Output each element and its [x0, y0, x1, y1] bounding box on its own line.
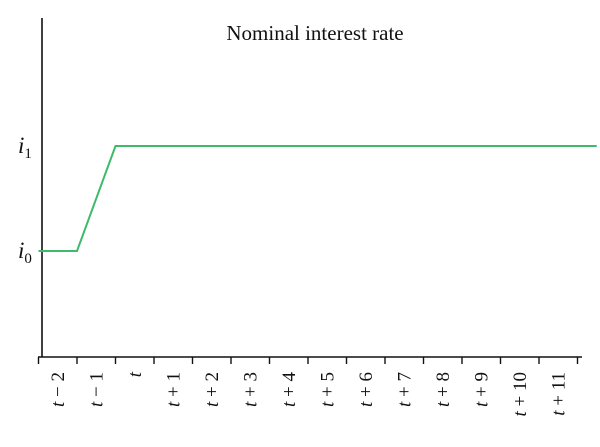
series-line — [38, 145, 597, 252]
y-tick-label: i1 — [18, 133, 32, 162]
x-tick-label: t + 10 — [510, 372, 531, 417]
x-tick-label: t + 6 — [356, 372, 377, 407]
series — [38, 145, 597, 252]
x-labels: t − 2 t − 1 t t + 1 t + 2 t + 3 t + 4 t + 5 t + … — [48, 371, 570, 416]
x-tick-label: t + 7 — [394, 372, 415, 407]
x-tick-label: t + 2 — [202, 372, 223, 407]
x-ticks — [37, 357, 579, 364]
x-tick-label: t − 2 — [48, 372, 69, 407]
x-tick-label: t + 3 — [240, 372, 261, 407]
x-tick-label: t + 4 — [279, 372, 300, 407]
x-tick-label: t + 5 — [317, 372, 338, 407]
x-tick-label: t + 9 — [471, 372, 492, 407]
x-tick-label: t − 1 — [86, 372, 107, 407]
y-tick-label: i0 — [18, 238, 32, 267]
chart-title: Nominal interest rate — [226, 21, 403, 45]
x-tick-label: t — [125, 371, 146, 377]
x-tick-label: t + 8 — [433, 372, 454, 407]
x-tick-label: t + 1 — [163, 372, 184, 407]
axes — [37, 18, 582, 364]
x-tick-label: t + 11 — [548, 372, 569, 416]
y-labels: i0 i1 — [18, 133, 32, 267]
